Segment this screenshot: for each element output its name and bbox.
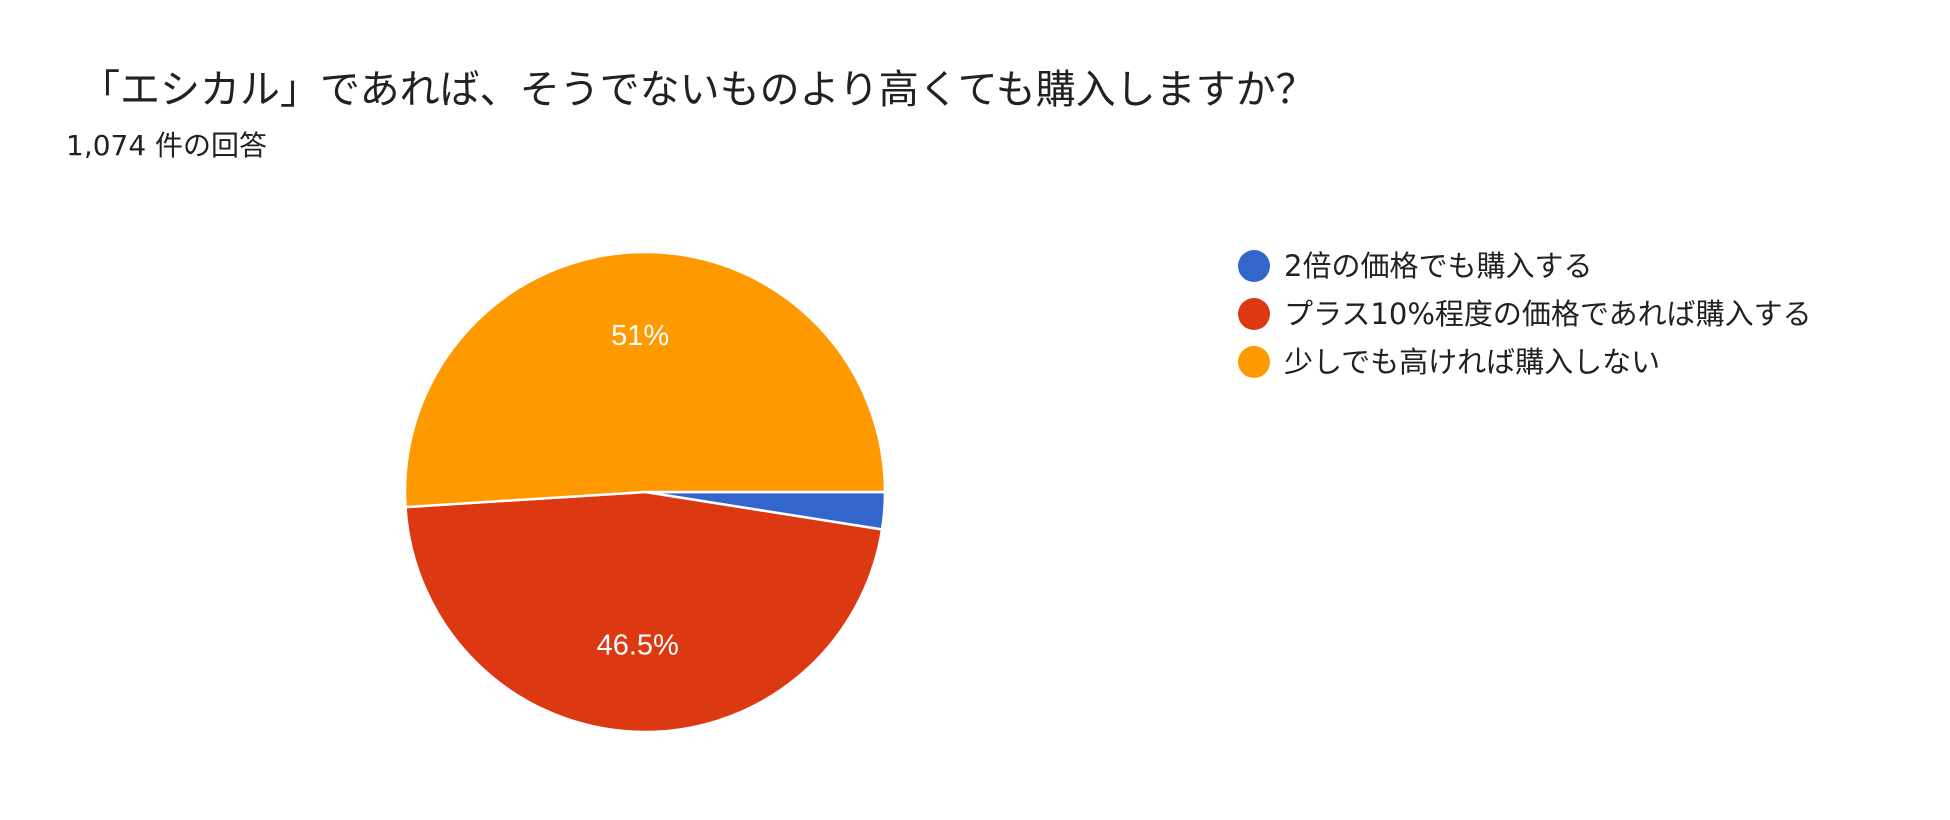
legend-item-no-purchase[interactable]: 少しでも高ければ購入しない [1238, 342, 1858, 382]
pie-label-no-purchase: 51% [611, 320, 669, 352]
legend-swatch-plus-ten-percent [1238, 298, 1270, 330]
chart-title: 「エシカル」であれば、そうでないものより高くても購入しますか？ [80, 67, 1316, 113]
legend: 2倍の価格でも購入する プラス10%程度の価格であれば購入する 少しでも高ければ… [1238, 246, 1858, 390]
legend-label-double-price: 2倍の価格でも購入する [1284, 249, 1593, 283]
legend-swatch-no-purchase [1238, 346, 1270, 378]
pie-slice-no-purchase[interactable] [403, 250, 887, 509]
legend-item-double-price[interactable]: 2倍の価格でも購入する [1238, 246, 1858, 286]
pie-slice-plus-ten-percent[interactable] [404, 490, 884, 734]
pie-label-plus-ten-percent: 46.5% [597, 629, 679, 661]
legend-label-no-purchase: 少しでも高ければ購入しない [1284, 345, 1661, 379]
legend-label-plus-ten-percent: プラス10%程度の価格であれば購入する [1284, 297, 1812, 331]
legend-item-plus-ten-percent[interactable]: プラス10%程度の価格であれば購入する [1238, 294, 1858, 334]
response-count: 1,074 件の回答 [66, 129, 268, 162]
legend-swatch-double-price [1238, 250, 1270, 282]
